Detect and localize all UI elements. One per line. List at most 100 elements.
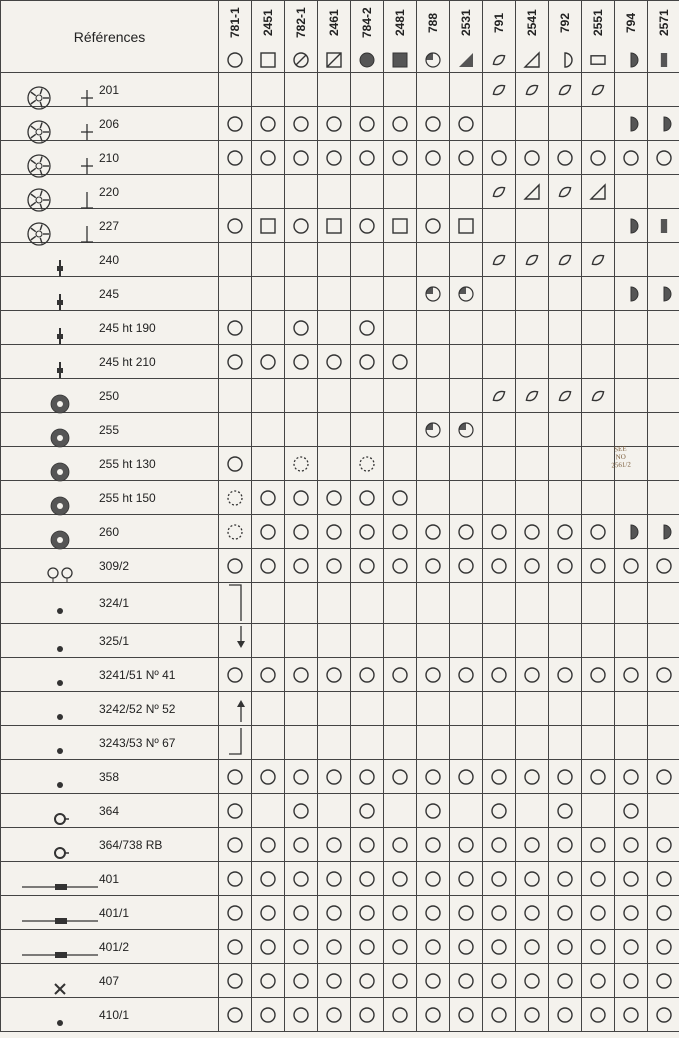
compat-cell (516, 209, 549, 243)
compat-cell (582, 583, 615, 624)
compat-cell (483, 73, 516, 107)
compat-cell (285, 624, 318, 658)
compat-cell (549, 692, 582, 726)
compat-cell (450, 794, 483, 828)
compat-cell (285, 998, 318, 1032)
compat-cell (318, 277, 351, 311)
compat-cell (219, 413, 252, 447)
compat-cell (384, 209, 417, 243)
compat-cell (483, 624, 516, 658)
reference-cell: 3243/53 Nº 67 (1, 726, 219, 760)
compat-cell (417, 624, 450, 658)
compat-cell (252, 107, 285, 141)
compat-cell (417, 379, 450, 413)
compat-cell (582, 515, 615, 549)
compat-cell (417, 73, 450, 107)
compat-cell (648, 447, 679, 481)
compat-cell (351, 107, 384, 141)
compat-cell (549, 209, 582, 243)
compat-cell (516, 73, 549, 107)
compat-cell (615, 73, 648, 107)
compat-cell (483, 726, 516, 760)
part-number: 255 ht 130 (99, 457, 156, 471)
compat-cell (582, 413, 615, 447)
compat-cell (318, 141, 351, 175)
compat-cell (384, 73, 417, 107)
compat-cell (615, 379, 648, 413)
table-row: 260 (1, 515, 679, 549)
compat-cell (549, 515, 582, 549)
compat-cell (450, 726, 483, 760)
compat-cell (351, 760, 384, 794)
compat-cell (252, 73, 285, 107)
compat-cell (219, 964, 252, 998)
compat-cell (219, 658, 252, 692)
compat-cell (252, 379, 285, 413)
reference-cell: 245 ht 210 (1, 345, 219, 379)
compat-cell (252, 175, 285, 209)
part-number: 245 ht 210 (99, 355, 156, 369)
reference-cell: 3242/52 Nº 52 (1, 692, 219, 726)
caliber-header: 781-1 (219, 1, 252, 73)
table-row: 210 (1, 141, 679, 175)
compat-cell (450, 413, 483, 447)
reference-cell: 401 (1, 862, 219, 896)
compat-cell (516, 311, 549, 345)
compat-cell (417, 515, 450, 549)
compat-cell (351, 624, 384, 658)
compat-cell (615, 760, 648, 794)
compat-cell (450, 624, 483, 658)
compat-cell (648, 624, 679, 658)
compat-cell (219, 726, 252, 760)
compat-cell (582, 862, 615, 896)
compat-cell (582, 930, 615, 964)
compat-cell (417, 141, 450, 175)
compat-cell (549, 624, 582, 658)
compat-cell (417, 583, 450, 624)
compat-cell (252, 243, 285, 277)
compat-cell (384, 828, 417, 862)
compat-cell (516, 828, 549, 862)
compat-cell (615, 141, 648, 175)
compat-cell (417, 107, 450, 141)
compat-cell (450, 760, 483, 794)
compat-cell (384, 930, 417, 964)
compat-cell (285, 345, 318, 379)
compat-cell (582, 107, 615, 141)
compat-cell (252, 726, 285, 760)
table-row: 227 (1, 209, 679, 243)
compat-cell (450, 896, 483, 930)
compat-cell (648, 481, 679, 515)
table-row: 407 (1, 964, 679, 998)
compat-cell (285, 481, 318, 515)
compat-cell (483, 794, 516, 828)
compat-cell (285, 175, 318, 209)
compat-cell (351, 964, 384, 998)
compat-cell (483, 447, 516, 481)
compat-cell (483, 862, 516, 896)
reference-cell: 227 (1, 209, 219, 243)
compat-cell (219, 379, 252, 413)
compat-cell (417, 447, 450, 481)
reference-cell: 250 (1, 379, 219, 413)
compat-cell (252, 828, 285, 862)
compat-cell (417, 209, 450, 243)
compat-cell (483, 379, 516, 413)
compat-cell (252, 930, 285, 964)
table-row: 245 (1, 277, 679, 311)
part-icon (15, 596, 105, 626)
part-number: 3243/53 Nº 67 (99, 736, 175, 750)
compat-cell (384, 794, 417, 828)
table-row: 245 ht 190 (1, 311, 679, 345)
compat-cell (648, 583, 679, 624)
compat-cell (516, 760, 549, 794)
compat-cell (483, 549, 516, 583)
compat-cell (318, 515, 351, 549)
compat-cell (351, 549, 384, 583)
compat-cell (549, 794, 582, 828)
compat-cell (516, 624, 549, 658)
compat-cell (516, 379, 549, 413)
compat-cell (417, 964, 450, 998)
compat-cell (219, 862, 252, 896)
reference-cell: 325/1 (1, 624, 219, 658)
